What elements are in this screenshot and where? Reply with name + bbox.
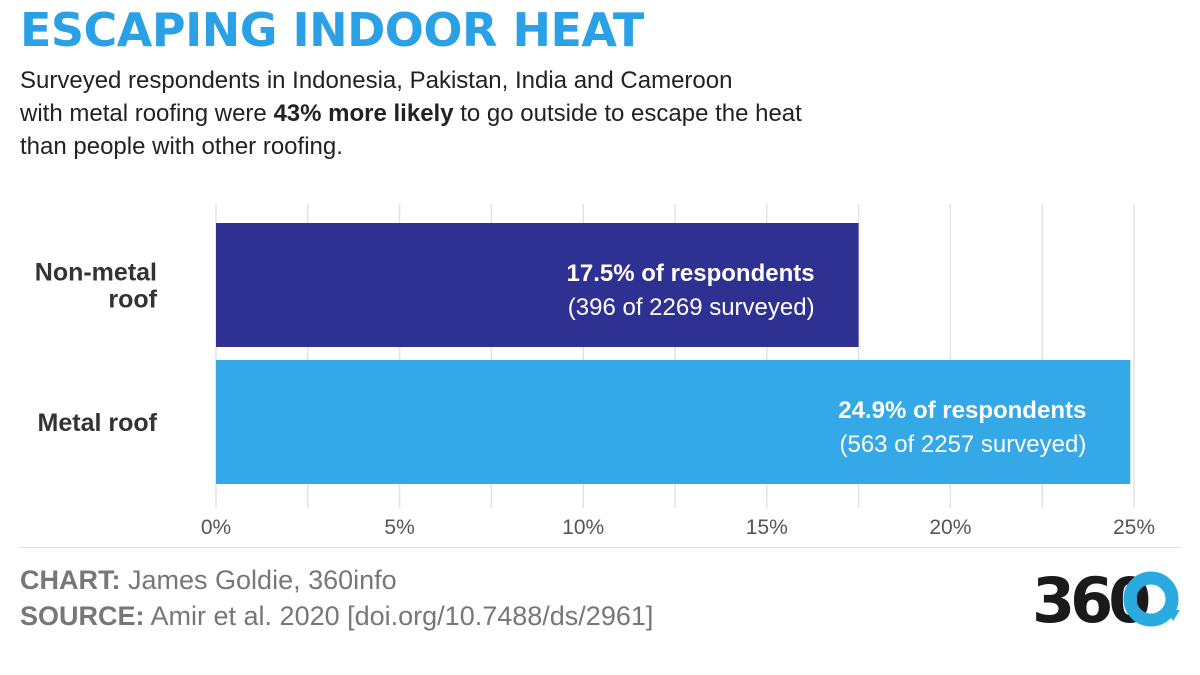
category-label-0-1: roof (108, 286, 157, 314)
bar-label-sub-1: (563 of 2257 surveyed) (839, 431, 1086, 458)
bar-0 (216, 223, 859, 347)
chart-credit: CHART: James Goldie, 360info (20, 563, 397, 597)
subtitle-highlight: 43% more likely (273, 100, 454, 127)
bar-1 (216, 360, 1131, 484)
subtitle-line-2-end: to go outside to escape the heat (453, 100, 802, 127)
x-tick-label-2: 10% (562, 516, 604, 539)
chart-subtitle: Surveyed respondents in Indonesia, Pakis… (20, 64, 920, 163)
x-tick-label-5: 25% (1113, 516, 1155, 539)
source-credit: SOURCE: Amir et al. 2020 [doi.org/10.748… (20, 599, 653, 633)
360info-logo: 360 (1032, 564, 1180, 632)
footer-divider (20, 547, 1180, 548)
logo-refresh-icon (1123, 571, 1180, 627)
subtitle-line-1: Surveyed respondents in Indonesia, Pakis… (20, 67, 733, 94)
x-tick-label-4: 20% (929, 516, 971, 539)
x-tick-label-1: 5% (384, 516, 414, 539)
x-tick-label-0: 0% (201, 516, 231, 539)
bar-label-sub-0: (396 of 2269 surveyed) (568, 294, 815, 321)
chart-credit-value: James Goldie, 360info (128, 565, 397, 595)
chart-credit-label: CHART: (20, 565, 121, 595)
subtitle-line-3: than people with other roofing. (20, 133, 343, 160)
source-credit-value: Amir et al. 2020 [doi.org/10.7488/ds/296… (150, 601, 654, 631)
source-credit-label: SOURCE: (20, 601, 145, 631)
bar-label-main-0: 17.5% of respondents (567, 260, 815, 287)
x-tick-label-3: 15% (746, 516, 788, 539)
chart-title: ESCAPING INDOOR HEAT (20, 3, 644, 57)
bar-label-main-1: 24.9% of respondents (838, 397, 1086, 424)
category-label-0-0: Non-metal (35, 259, 157, 287)
bar-chart: 0% 5% 10% 15% 20% 25% 17.5% of respondents (396… (35, 204, 1155, 539)
subtitle-line-2-start: with metal roofing were (20, 100, 274, 127)
category-label-1-0: Metal roof (38, 409, 158, 437)
